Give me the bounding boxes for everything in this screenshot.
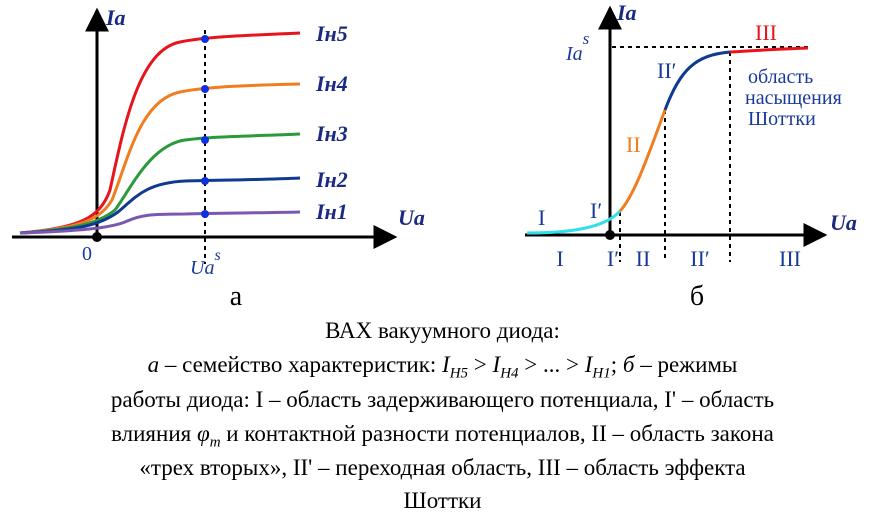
caption-text: H1 <box>592 365 611 382</box>
is-label: Ias <box>565 29 590 65</box>
region-label: I′ <box>590 198 602 223</box>
curve-label: Iн1 <box>315 199 348 224</box>
caption-text: Шоттки <box>403 488 482 513</box>
caption-text: «трех вторых», II' – переходная область,… <box>139 455 746 480</box>
note-line: область <box>748 66 813 88</box>
caption-text: и контактной разности потенциалов, II – … <box>220 421 774 446</box>
axis-region: I′ <box>607 246 619 271</box>
caption-text: φ <box>196 421 210 446</box>
region-label: III <box>755 20 777 45</box>
curve <box>19 82 301 235</box>
caption-text: б <box>622 352 635 377</box>
curve <box>19 210 301 235</box>
panel-b: Ia Ua Ias I I′ II II′ III I I′ II II′ II… <box>525 0 857 312</box>
origin-dot <box>605 230 615 240</box>
caption-text: > <box>468 352 493 377</box>
caption-text: а <box>147 352 160 377</box>
caption-text: I <box>492 352 501 377</box>
curve-label: Iн2 <box>315 167 348 192</box>
origin-label: 0 <box>82 243 92 265</box>
y-label: Ia <box>616 0 637 25</box>
us-label: Uas <box>190 247 221 279</box>
region-label: I <box>538 205 545 230</box>
x-label: Ua <box>398 205 425 230</box>
region-label: II′ <box>657 58 676 83</box>
caption-text: – семейство характеристик: <box>159 352 443 377</box>
curve-part <box>618 109 667 213</box>
axis-region: II <box>636 246 651 271</box>
caption-text: ; <box>610 352 623 377</box>
is-sup: s <box>583 29 590 48</box>
caption-text: влияния <box>111 421 197 446</box>
caption-line: Шоттки <box>0 488 885 514</box>
caption-line: ВАХ вакуумного диода: <box>0 318 885 344</box>
axis-region: II′ <box>690 246 709 271</box>
curve <box>19 31 301 235</box>
curve-label: Iн3 <box>315 121 348 146</box>
curve-part <box>526 209 622 235</box>
caption-line: «трех вторых», II' – переходная область,… <box>0 455 885 481</box>
panel-letter: б <box>690 281 704 312</box>
caption-text: – режимы <box>634 352 738 377</box>
caption-text: H4 <box>500 365 519 382</box>
axis-region: I <box>556 246 563 271</box>
caption-text: H5 <box>449 365 469 382</box>
us-base: Ua <box>190 257 214 279</box>
axis-region: III <box>779 246 801 271</box>
origin-dot <box>92 232 102 242</box>
caption-text: I <box>584 352 593 377</box>
panel-a: Ia Ua 0 Uas Iн5 Iн4 Iн3 Iн2 Iн1 а <box>12 5 425 312</box>
x-label: Ua <box>830 210 857 235</box>
note-line: Шоттки <box>748 108 816 130</box>
curve-label: Iн5 <box>315 21 348 46</box>
us-sup: s <box>214 247 220 264</box>
caption-line: работы диода: I – область задерживающего… <box>0 387 885 413</box>
caption-text: работы диода: I – область задерживающего… <box>110 387 775 412</box>
region-label: II <box>626 132 641 157</box>
curve-part <box>663 50 731 111</box>
caption-line: а – семейство характеристик: IH5 > IH4 >… <box>0 352 885 383</box>
curve <box>19 132 301 235</box>
panel-letter: а <box>230 281 243 312</box>
curve-label: Iн4 <box>315 71 348 96</box>
caption-text: ВАХ вакуумного диода: <box>325 318 560 343</box>
note-line: насыщения <box>745 87 842 109</box>
dots <box>201 35 209 218</box>
y-label: Ia <box>105 5 126 30</box>
curve <box>19 176 301 235</box>
graphs: Ia Ua 0 Uas Iн5 Iн4 Iн3 Iн2 Iн1 а Ia Ua … <box>12 0 857 312</box>
caption-text: m <box>209 434 221 451</box>
caption-text: I <box>442 352 450 377</box>
curve-part <box>729 46 809 54</box>
caption-line: влияния φm и контактной разности потенци… <box>0 421 885 452</box>
is-base: Ia <box>565 43 583 65</box>
caption-text: > ... > <box>518 352 585 377</box>
